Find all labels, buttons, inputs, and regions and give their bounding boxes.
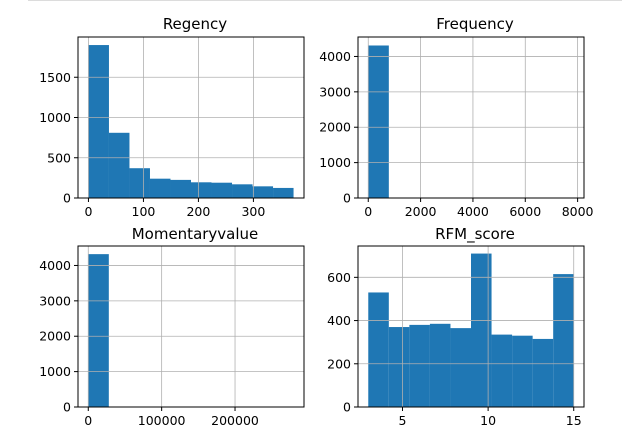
- rfm-score-histogram: RFM_score 5 10 15 0 200 400 600: [327, 225, 585, 428]
- frequency-y-tick-label: 3000: [319, 84, 351, 99]
- regency-bar: [88, 45, 109, 198]
- frequency-x-tick-label: 4000: [457, 204, 489, 219]
- frequency-x-tick-label: 2000: [405, 204, 437, 219]
- regency-y-tick-label: 500: [47, 150, 71, 165]
- rfm-score-x-tick-label: 15: [566, 413, 582, 428]
- rfm-score-bar: [409, 324, 430, 407]
- rfm-score-bar: [553, 274, 574, 407]
- regency-y-tick-label: 1000: [39, 110, 71, 125]
- momentaryvalue-y-tick-label: 4000: [39, 258, 71, 273]
- regency-bar: [252, 186, 274, 198]
- frequency-y-tick-label: 1000: [319, 155, 351, 170]
- frequency-y-tick-label: 4000: [319, 49, 351, 64]
- momentaryvalue-x-tick-label: 100000: [138, 413, 186, 428]
- rfm-score-bar: [512, 335, 533, 407]
- momentaryvalue-bar: [88, 254, 109, 407]
- momentaryvalue-y-tick-label: 1000: [39, 364, 71, 379]
- regency-bar: [170, 179, 191, 198]
- rfm-score-y-tick-label: 0: [343, 400, 351, 415]
- regency-histogram: Regency 0 100 200 300 0 500 1000 1500: [39, 15, 305, 219]
- regency-y-tick-label: 1500: [39, 70, 71, 85]
- regency-x-tick-label: 0: [84, 204, 92, 219]
- momentaryvalue-x-tick-label: 0: [84, 413, 92, 428]
- frequency-bar: [368, 45, 389, 198]
- regency-y-tick-label: 0: [63, 191, 71, 206]
- frequency-x-tick-label: 0: [364, 204, 372, 219]
- rfm-score-title: RFM_score: [435, 225, 515, 244]
- regency-title: Regency: [163, 15, 227, 33]
- regency-bar: [273, 187, 294, 198]
- frequency-x-tick-label: 6000: [509, 204, 541, 219]
- rfm-score-bar: [491, 334, 513, 407]
- momentaryvalue-y-tick-label: 0: [63, 400, 71, 415]
- regency-bar: [108, 132, 130, 198]
- frequency-y-tick-label: 2000: [319, 120, 351, 135]
- rfm-score-x-tick-label: 10: [480, 413, 496, 428]
- rfm-score-bar: [471, 253, 492, 407]
- rfm-score-y-tick-label: 600: [327, 270, 351, 285]
- rfm-score-y-tick-label: 200: [327, 356, 351, 371]
- frequency-x-tick-label: 8000: [562, 204, 594, 219]
- momentaryvalue-title: Momentaryvalue: [132, 225, 259, 243]
- frequency-title: Frequency: [436, 15, 514, 33]
- rfm-score-bar: [450, 328, 471, 407]
- frequency-histogram: Frequency 0 2000 4000 6000 8000 0 1000 2000 3000…: [319, 15, 593, 219]
- momentaryvalue-y-tick-label: 3000: [39, 293, 71, 308]
- regency-x-tick-label: 100: [132, 204, 156, 219]
- rfm-score-bar: [368, 292, 389, 407]
- momentaryvalue-x-tick-label: 200000: [211, 413, 259, 428]
- frequency-axes-frame: [357, 36, 585, 199]
- top-divider: [28, 0, 622, 1]
- regency-bar: [211, 182, 233, 198]
- regency-bar: [149, 178, 171, 198]
- momentaryvalue-y-tick-label: 2000: [39, 329, 71, 344]
- rfm-score-bar: [429, 323, 451, 407]
- regency-x-tick-label: 300: [241, 204, 265, 219]
- regency-bar: [232, 184, 253, 198]
- rfm-score-bar: [532, 338, 554, 407]
- rfm-score-axes-frame: [357, 245, 585, 408]
- regency-x-tick-label: 200: [186, 204, 210, 219]
- momentaryvalue-axes-frame: [77, 245, 305, 408]
- rfm-score-x-tick-label: 5: [399, 413, 407, 428]
- rfm-score-bar: [388, 327, 410, 407]
- regency-bar: [129, 168, 150, 198]
- rfm-score-y-tick-label: 400: [327, 313, 351, 328]
- regency-bar: [191, 182, 212, 198]
- frequency-y-tick-label: 0: [343, 191, 351, 206]
- momentaryvalue-histogram: Momentaryvalue 0 100000 200000 0 1000 2000 300…: [39, 225, 305, 428]
